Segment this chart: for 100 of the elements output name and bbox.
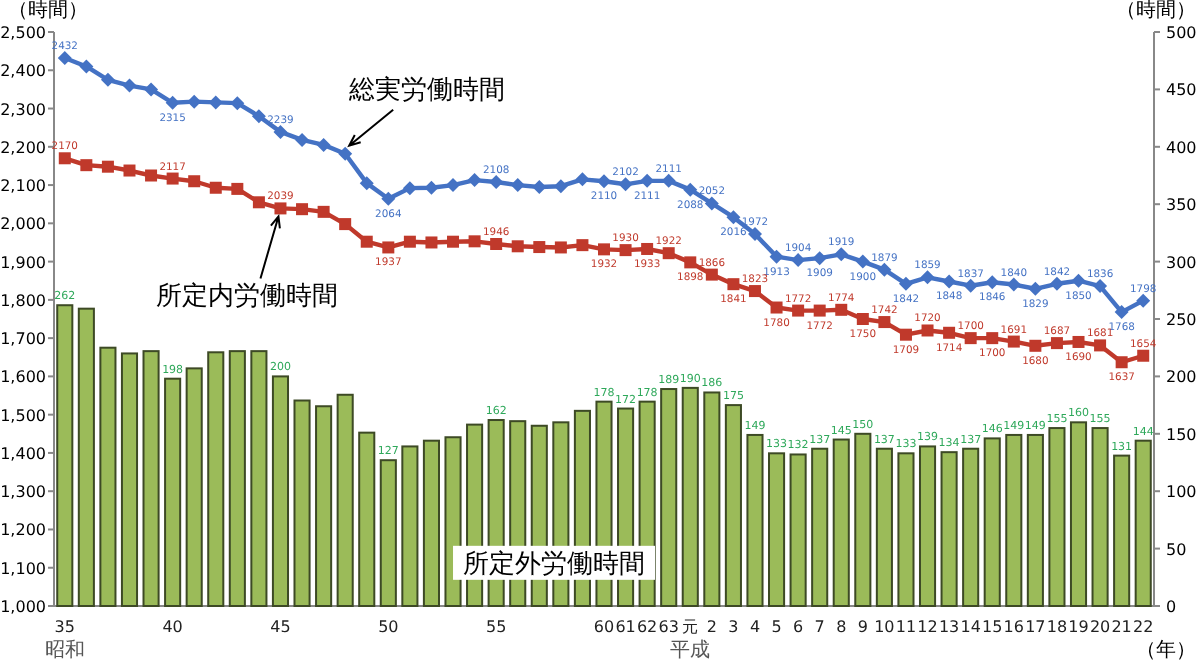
- y-tick-label: 2,200: [0, 138, 46, 157]
- point: [856, 313, 869, 325]
- bar: [768, 452, 786, 607]
- point: [1029, 339, 1042, 352]
- x-tick-label: 元: [682, 618, 699, 636]
- bar: [897, 452, 915, 607]
- series-label: 所定内労働時間: [156, 282, 339, 313]
- series-label: 所定外労働時間: [463, 549, 646, 580]
- y-tick-label: 1,500: [0, 406, 46, 425]
- x-tick-label: 16: [1003, 618, 1024, 636]
- bar: [811, 447, 829, 607]
- bar: [983, 437, 1001, 607]
- point: [683, 182, 698, 197]
- bar: [293, 399, 311, 607]
- y-tick-label: 1,300: [0, 483, 46, 502]
- point: [532, 179, 547, 194]
- point: [813, 304, 826, 317]
- point: [166, 172, 179, 185]
- y2-tick-label: 300: [1166, 253, 1197, 272]
- point: [791, 253, 806, 268]
- bar: [1069, 421, 1088, 607]
- point: [338, 146, 353, 161]
- y2-tick-label: 350: [1166, 196, 1197, 215]
- point: [252, 196, 265, 209]
- x-tick-label: 3: [728, 618, 739, 636]
- bar: [250, 350, 268, 607]
- x-tick-label: 10: [874, 618, 895, 636]
- point: [769, 249, 784, 264]
- y-tick-label: 1,800: [0, 291, 46, 310]
- point: [1094, 339, 1107, 352]
- point: [662, 247, 675, 260]
- y2-tick-label: 150: [1166, 425, 1197, 444]
- y2-tick-label: 400: [1166, 138, 1197, 157]
- y-tick-label: 1,200: [0, 521, 46, 540]
- x-tick-label: 13: [938, 618, 960, 636]
- x-tick-label: 17: [1025, 618, 1046, 636]
- bar: [444, 436, 462, 607]
- bar: [120, 352, 139, 607]
- point: [58, 152, 71, 165]
- point: [792, 304, 805, 317]
- x-tick-label: 18: [1046, 618, 1068, 636]
- text: 平成: [670, 638, 711, 662]
- point: [1115, 356, 1128, 369]
- point: [963, 278, 978, 293]
- bar: [422, 439, 440, 607]
- y2-tick-label: 50: [1166, 540, 1187, 559]
- point: [100, 72, 115, 87]
- x-tick-label: 11: [895, 618, 917, 636]
- y2-tick-label: 0: [1166, 598, 1177, 616]
- bar: [1026, 433, 1044, 607]
- x-tick-label: 22: [1133, 618, 1154, 636]
- x-tick-label: 4: [749, 618, 761, 636]
- point: [812, 251, 827, 266]
- point: [985, 275, 1000, 290]
- point: [316, 137, 331, 152]
- point: [57, 51, 72, 66]
- series-label: 総実労働時間: [347, 73, 506, 106]
- bar: [724, 404, 742, 607]
- point: [747, 227, 762, 242]
- point: [317, 205, 330, 218]
- point: [144, 82, 159, 97]
- y-tick-label: 2,400: [0, 62, 46, 81]
- point: [1137, 349, 1150, 362]
- point: [533, 241, 546, 254]
- point: [251, 109, 266, 124]
- bar: [1005, 433, 1023, 607]
- point: [619, 244, 632, 257]
- bar: [681, 386, 699, 607]
- x-tick-label: 55: [485, 618, 507, 636]
- point: [360, 235, 373, 248]
- bar: [962, 447, 980, 607]
- point: [727, 278, 740, 291]
- point: [684, 256, 697, 269]
- point: [770, 301, 783, 314]
- x-tick-label: 40: [162, 618, 183, 636]
- bar: [271, 375, 290, 607]
- x-tick-label: 60: [593, 618, 615, 636]
- bar: [379, 459, 397, 607]
- point: [921, 324, 934, 337]
- bar: [56, 304, 74, 607]
- point: [986, 332, 999, 345]
- bar: [207, 351, 225, 607]
- point: [835, 303, 848, 316]
- point: [402, 181, 417, 196]
- point: [359, 176, 374, 191]
- bar: [1091, 427, 1109, 607]
- point: [1050, 337, 1063, 350]
- point: [964, 332, 977, 345]
- bar: [99, 346, 117, 607]
- y-tick-label: 1,900: [0, 253, 46, 272]
- point: [510, 178, 525, 193]
- point: [1072, 335, 1085, 348]
- point: [230, 96, 245, 111]
- y-tick-label: 1,600: [0, 368, 46, 387]
- bar: [1048, 427, 1066, 607]
- point: [1049, 276, 1064, 291]
- x-axis-title: （年）: [1136, 638, 1196, 662]
- point: [381, 191, 396, 206]
- y-axis-title: （時間）: [8, 0, 88, 22]
- bar: [746, 433, 764, 607]
